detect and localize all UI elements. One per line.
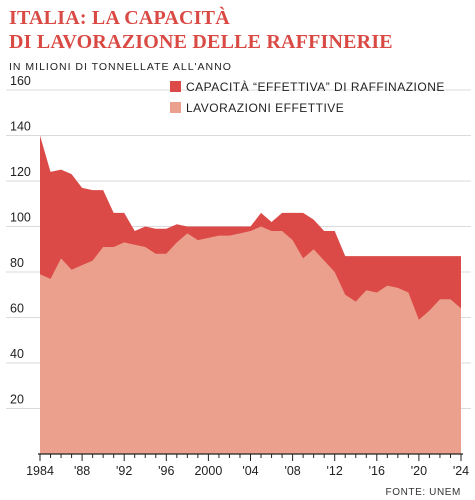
y-tick-label: 40 [10, 347, 24, 361]
series-processing-area [40, 226, 461, 454]
y-tick-label: 120 [10, 165, 31, 179]
legend-swatch [170, 102, 181, 113]
chart-areas [40, 135, 461, 454]
y-tick-label: 100 [10, 211, 31, 225]
y-tick-label: 140 [10, 120, 31, 134]
x-tick-label: '92 [116, 464, 132, 478]
x-tick-label: '12 [327, 464, 343, 478]
x-tick-label: '96 [158, 464, 174, 478]
x-tick-label: '16 [369, 464, 385, 478]
y-tick-label: 60 [10, 302, 24, 316]
chart-title: ITALIA: LA CAPACITÀ DI LAVORAZIONE DELLE… [9, 6, 469, 54]
legend-label: LAVORAZIONI EFFETTIVE [186, 101, 344, 115]
chart-title-line-2: DI LAVORAZIONE DELLE RAFFINERIE [9, 31, 393, 53]
x-tick-label: '24 [453, 464, 469, 478]
y-tick-label: 160 [10, 74, 31, 88]
x-tick-label: '88 [74, 464, 90, 478]
chart-title-line-1: ITALIA: LA CAPACITÀ [9, 7, 230, 29]
legend: CAPACITÀ “EFFETTIVA” DI RAFFINAZIONE LAVO… [170, 79, 445, 115]
source-note: FONTE: UNEM [385, 487, 461, 498]
y-tick-label: 80 [10, 256, 24, 270]
legend-label: CAPACITÀ “EFFETTIVA” DI RAFFINAZIONE [186, 79, 445, 94]
x-tick-label: '08 [284, 464, 300, 478]
x-tick-label: 2000 [194, 464, 222, 478]
y-axis-label: IN MILIONI DI TONNELLATE ALL'ANNO [9, 61, 232, 73]
x-tick-label: '20 [411, 464, 427, 478]
x-tick-label: '04 [242, 464, 258, 478]
axes: 20 40 60 80 100 120 140 160 1984 '88 '92 '96 2000 '04… [10, 74, 469, 478]
y-tick-label: 20 [10, 393, 24, 407]
legend-swatch [170, 81, 181, 92]
x-tick-label: 1984 [26, 464, 54, 478]
